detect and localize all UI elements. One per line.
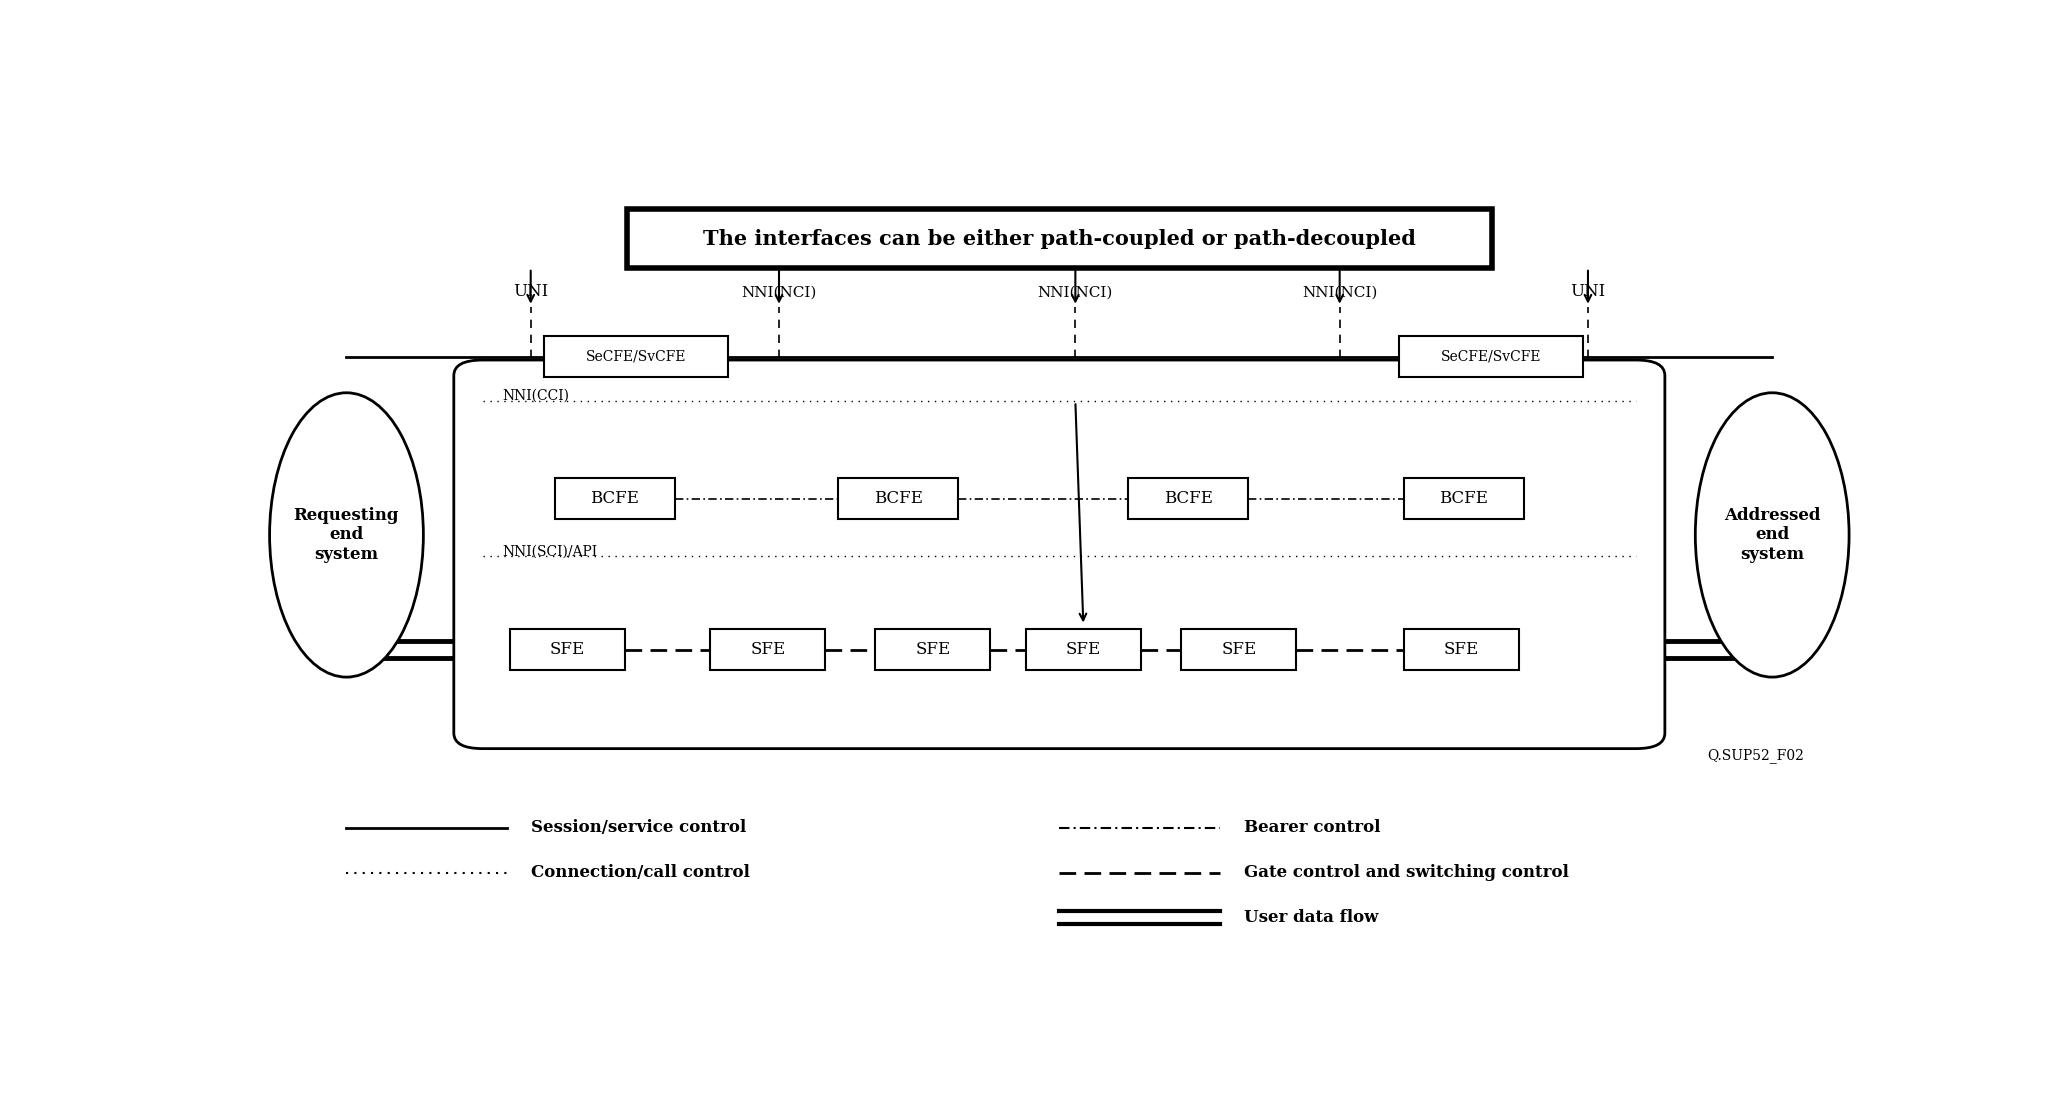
Text: Requesting
end
system: Requesting end system	[294, 507, 399, 563]
Text: Gate control and switching control: Gate control and switching control	[1244, 864, 1569, 881]
Ellipse shape	[1695, 393, 1850, 677]
Text: UNI: UNI	[1571, 283, 1606, 300]
FancyBboxPatch shape	[455, 360, 1664, 749]
Text: SFE: SFE	[1067, 641, 1102, 658]
Text: BCFE: BCFE	[1164, 490, 1213, 507]
FancyBboxPatch shape	[554, 478, 674, 519]
FancyBboxPatch shape	[874, 629, 990, 670]
Text: NNI(CCI): NNI(CCI)	[502, 389, 568, 403]
Text: Addressed
end
system: Addressed end system	[1724, 507, 1821, 563]
Text: UNI: UNI	[513, 283, 548, 300]
Text: NNI(NCI): NNI(NCI)	[1302, 285, 1377, 300]
Text: SFE: SFE	[550, 641, 585, 658]
FancyBboxPatch shape	[839, 478, 959, 519]
FancyBboxPatch shape	[711, 629, 825, 670]
Text: User data flow: User data flow	[1244, 909, 1379, 927]
Text: Session/service control: Session/service control	[531, 819, 746, 836]
Ellipse shape	[269, 393, 424, 677]
Text: The interfaces can be either path-coupled or path-decoupled: The interfaces can be either path-couple…	[703, 228, 1416, 248]
Text: NNI(NCI): NNI(NCI)	[742, 285, 816, 300]
FancyBboxPatch shape	[1129, 478, 1248, 519]
FancyBboxPatch shape	[544, 336, 728, 377]
Text: NNI(SCI)/API: NNI(SCI)/API	[502, 544, 597, 558]
Text: BCFE: BCFE	[591, 490, 639, 507]
FancyBboxPatch shape	[626, 209, 1492, 267]
Text: SFE: SFE	[1222, 641, 1257, 658]
Text: BCFE: BCFE	[1439, 490, 1488, 507]
Text: Bearer control: Bearer control	[1244, 819, 1381, 836]
FancyBboxPatch shape	[1403, 478, 1523, 519]
Text: Connection/call control: Connection/call control	[531, 864, 750, 881]
FancyBboxPatch shape	[1025, 629, 1141, 670]
FancyBboxPatch shape	[1399, 336, 1583, 377]
Text: SeCFE/SvCFE: SeCFE/SvCFE	[585, 349, 686, 364]
Text: SeCFE/SvCFE: SeCFE/SvCFE	[1441, 349, 1542, 364]
FancyBboxPatch shape	[1180, 629, 1296, 670]
Text: SFE: SFE	[1443, 641, 1480, 658]
FancyBboxPatch shape	[511, 629, 624, 670]
Text: SFE: SFE	[916, 641, 951, 658]
Text: SFE: SFE	[750, 641, 785, 658]
Text: Q.SUP52_F02: Q.SUP52_F02	[1707, 747, 1804, 763]
Text: NNI(NCI): NNI(NCI)	[1038, 285, 1112, 300]
Text: BCFE: BCFE	[874, 490, 922, 507]
FancyBboxPatch shape	[1403, 629, 1519, 670]
